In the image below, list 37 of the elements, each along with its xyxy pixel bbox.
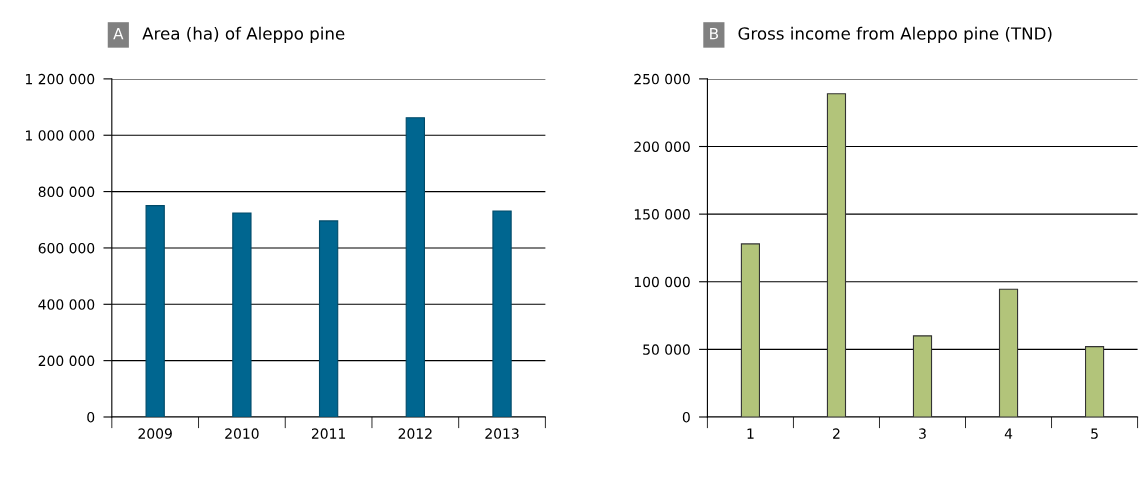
x-tick-label: 2 (833, 428, 840, 439)
y-tick-label: 150 000 (634, 209, 690, 220)
bar (740, 243, 761, 417)
x-tick-label: 4 (1004, 428, 1013, 439)
y-tick-label: 100 000 (634, 276, 690, 288)
text: A (113, 28, 124, 40)
bar (1084, 346, 1105, 417)
bar (232, 212, 252, 417)
bar (492, 210, 512, 417)
y-tick-label: 400 000 (38, 299, 95, 310)
x-tick-label: 2010 (225, 428, 259, 439)
y-tick-label: 1 200 000 (25, 73, 95, 85)
y-tick-label: 0 (87, 411, 95, 423)
chart-title: Area (ha) of Aleppo pine (142, 26, 345, 43)
chart-title: Gross income from Aleppo pine (TND) (738, 26, 1052, 43)
bar (318, 220, 339, 417)
x-tick-label: 2013 (485, 428, 519, 439)
y-tick-label: 0 (682, 411, 690, 423)
y-tick-label: 200 000 (634, 141, 690, 152)
y-tick-label: 600 000 (38, 242, 95, 254)
y-tick-label: 800 000 (38, 186, 95, 198)
y-tick-label: 250 000 (634, 73, 690, 85)
x-tick-label: 3 (919, 428, 926, 439)
bar (912, 335, 933, 417)
y-tick-label: 200 000 (38, 355, 95, 367)
y-tick-label: 50 000 (643, 344, 690, 355)
bar (826, 93, 847, 417)
bar (998, 288, 1019, 417)
bar (145, 205, 165, 417)
x-tick-label: 2009 (138, 428, 172, 439)
x-tick-label: 1 (747, 428, 754, 439)
bar (405, 117, 425, 417)
x-tick-label: 5 (1091, 428, 1098, 439)
text: B (710, 28, 719, 40)
x-tick-label: 2011 (311, 428, 345, 439)
y-tick-label: 1 000 000 (25, 130, 95, 141)
x-tick-label: 2012 (398, 428, 432, 439)
